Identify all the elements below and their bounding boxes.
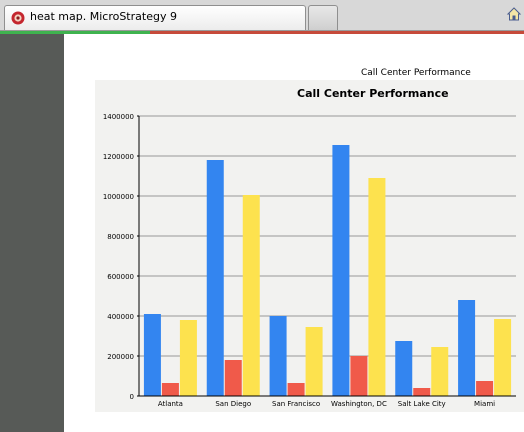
bar[interactable] [476,381,494,396]
x-tick-label: Atlanta [158,400,183,408]
bar[interactable] [269,316,287,396]
x-tick-label: Salt Lake City [398,400,446,408]
bar[interactable] [350,356,368,396]
browser-tab-active[interactable]: heat map. MicroStrategy 9 [4,5,306,30]
bar[interactable] [494,319,512,396]
x-tick-labels: Atlanta San Diego San Francisco Washington,… [158,400,495,408]
bar[interactable] [242,195,260,396]
bar[interactable] [413,388,431,396]
browser-tab-title: heat map. MicroStrategy 9 [30,10,177,23]
left-sidebar [0,34,64,432]
y-tick-label: 200000 [107,353,134,361]
home-icon[interactable] [506,6,522,22]
bar[interactable] [179,320,197,396]
x-tick-label: Miami [474,400,495,408]
x-tick-label: San Francisco [272,400,320,408]
bar[interactable] [305,327,323,396]
report-caption: Call Center Performance [361,68,471,78]
x-tick-label: Washington, DC [331,400,387,408]
bar[interactable] [395,341,413,396]
bar[interactable] [161,383,179,396]
page-load-bar-remainder [150,31,524,34]
bar[interactable] [458,300,476,396]
y-tick-label: 800000 [107,233,134,241]
chart-bars [143,145,512,396]
bar[interactable] [224,360,242,396]
new-tab-button[interactable] [308,5,338,30]
x-tick-label: San Diego [215,400,251,408]
browser-tab-strip: heat map. MicroStrategy 9 [0,0,524,31]
bar[interactable] [332,145,350,396]
bar[interactable] [287,383,305,396]
chart-axes [137,115,516,397]
bar[interactable] [431,347,449,396]
y-tick-label: 400000 [107,313,134,321]
bar[interactable] [368,178,386,396]
chart-gridlines [139,115,516,357]
bar[interactable] [143,314,161,396]
y-tick-label: 0 [130,393,134,401]
y-tick-labels: 0 200000 400000 600000 800000 1000000 1200000 1… [103,113,134,401]
y-tick-label: 600000 [107,273,134,281]
y-tick-label: 1400000 [103,113,134,121]
microstrategy-logo-icon [11,11,25,25]
bar[interactable] [206,160,224,396]
chart-title: Call Center Performance [297,87,449,100]
y-tick-label: 1200000 [103,153,134,161]
y-tick-label: 1000000 [103,193,134,201]
